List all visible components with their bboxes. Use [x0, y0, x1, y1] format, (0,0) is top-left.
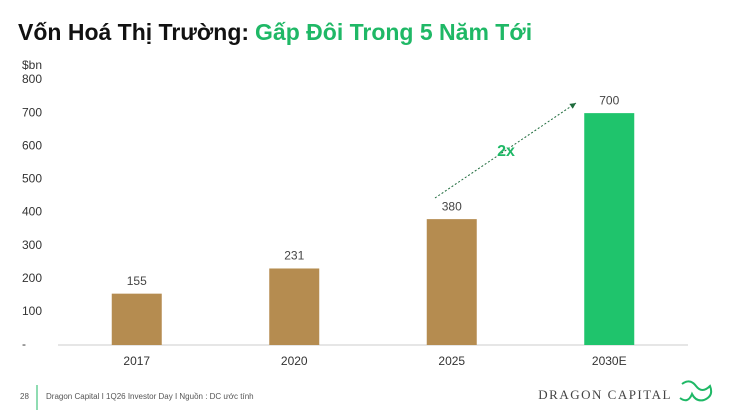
data-label: 380: [442, 199, 462, 213]
x-tick-label: 2017: [123, 354, 150, 368]
y-tick-label: 300: [22, 238, 42, 252]
data-label: 700: [599, 93, 619, 107]
bar: [426, 219, 477, 345]
y-tick-label: 400: [22, 205, 42, 219]
y-tick-label: -: [22, 337, 26, 351]
x-tick-label: 2030E: [592, 354, 627, 368]
data-label: 231: [284, 249, 304, 263]
growth-arrow: [434, 102, 577, 199]
chart-title: Vốn Hoá Thị Trường:: [18, 19, 249, 45]
brand: DRAGON CAPITAL: [538, 387, 672, 402]
page-number: 28: [20, 392, 29, 401]
y-tick-label: 500: [22, 172, 42, 186]
y-tick-label: 200: [22, 271, 42, 285]
x-tick-label: 2020: [281, 354, 308, 368]
logo: [679, 380, 713, 402]
y-tick-label: 700: [22, 105, 42, 119]
footer-source: Dragon Capital I 1Q26 Investor Day I Ngu…: [46, 392, 254, 401]
annotation: 2x: [497, 143, 515, 160]
bar: [269, 268, 320, 345]
data-label: 155: [127, 274, 147, 288]
y-tick-label: 100: [22, 304, 42, 318]
y-tick-label: 800: [22, 72, 42, 86]
bar: [111, 293, 162, 345]
x-tick-label: 2025: [438, 354, 465, 368]
y-axis-label: $bn: [22, 58, 42, 72]
y-tick-label: 600: [22, 138, 42, 152]
chart-title-highlight: Gấp Đôi Trong 5 Năm Tới: [255, 19, 532, 45]
bar: [584, 113, 635, 345]
